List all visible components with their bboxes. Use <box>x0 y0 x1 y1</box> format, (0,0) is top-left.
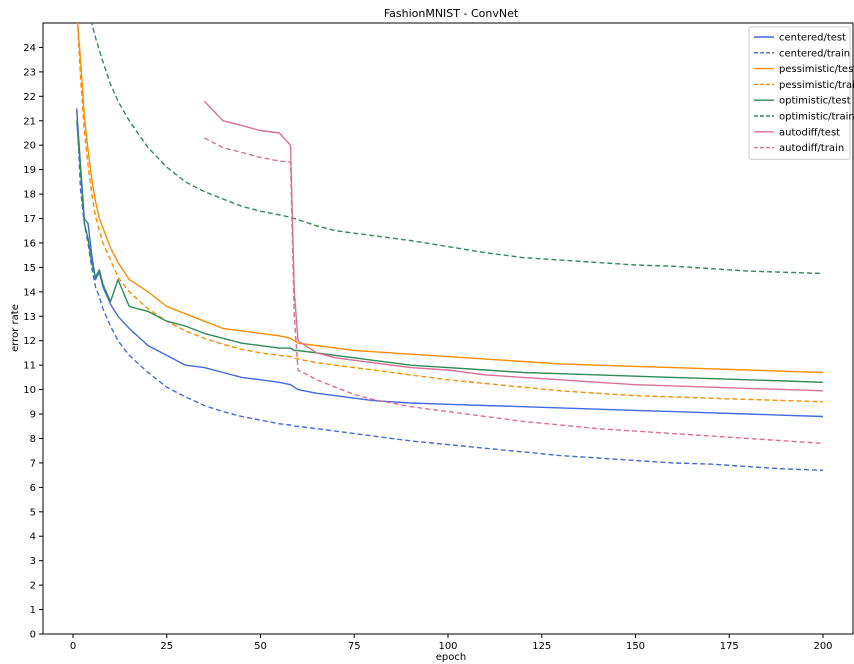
legend-label: centered/train <box>779 48 850 59</box>
series-line-centered-train <box>76 108 824 471</box>
series-line-autodiff-train <box>203 137 824 445</box>
x-tick-label: 200 <box>813 641 832 652</box>
chart-title: FashionMNIST - ConvNet <box>384 7 519 20</box>
series-line-autodiff-test <box>203 100 824 392</box>
series-line-pessimistic-test <box>77 23 824 374</box>
legend: centered/test centered/train pessimistic/t… <box>748 26 854 160</box>
x-tick-label: 125 <box>532 641 551 652</box>
y-tick-label: 21 <box>23 116 36 127</box>
y-tick-label: 13 <box>23 312 36 323</box>
y-tick-label: 19 <box>23 165 36 176</box>
legend-label: pessimistic/test <box>779 64 854 75</box>
y-tick-label: 18 <box>23 190 36 201</box>
x-tick-label: 100 <box>438 641 457 652</box>
legend-label: optimistic/test <box>779 96 851 107</box>
y-tick-label: 4 <box>30 532 36 543</box>
x-tick-label: 175 <box>720 641 739 652</box>
legend-label: optimistic/train <box>779 112 854 123</box>
y-tick-label: 22 <box>23 92 36 103</box>
x-axis-label: epoch <box>436 652 466 663</box>
y-tick-label: 15 <box>23 263 36 274</box>
y-tick-label: 3 <box>30 556 36 567</box>
y-tick-label: 9 <box>30 410 36 421</box>
y-tick-label: 5 <box>30 507 36 518</box>
y-tick-label: 1 <box>30 605 36 616</box>
series-line-pessimistic-train <box>76 23 824 403</box>
y-tick-label: 10 <box>23 385 36 396</box>
y-tick-label: 24 <box>23 43 36 54</box>
y-tick-label: 8 <box>30 434 36 445</box>
x-tick-label: 50 <box>254 641 267 652</box>
series-line-optimistic-train <box>91 23 824 275</box>
y-tick-label: 16 <box>23 238 36 249</box>
legend-label: autodiff/train <box>779 143 844 154</box>
plot-frame <box>42 22 854 635</box>
y-tick-label: 20 <box>23 141 36 152</box>
y-tick-label: 12 <box>23 336 36 347</box>
y-tick-label: 14 <box>23 287 36 298</box>
y-tick-label: 11 <box>23 361 36 372</box>
series-layer <box>76 23 824 471</box>
x-tick-label: 150 <box>626 641 645 652</box>
legend-box <box>748 26 851 160</box>
axes-layer: 0 25 50 75 100 125 150 175 200012345678910111213… <box>23 43 832 652</box>
legend-label: centered/test <box>779 33 846 44</box>
y-tick-label: 2 <box>30 581 36 592</box>
y-tick-label: 6 <box>30 483 36 494</box>
y-axis-label: error rate <box>10 304 21 352</box>
x-tick-label: 25 <box>160 641 173 652</box>
y-tick-label: 0 <box>30 630 36 641</box>
y-tick-label: 23 <box>23 67 36 78</box>
y-tick-label: 7 <box>30 458 36 469</box>
x-tick-label: 75 <box>348 641 361 652</box>
legend-label: autodiff/test <box>779 127 840 138</box>
x-tick-label: 0 <box>70 641 76 652</box>
series-line-optimistic-test <box>76 120 824 383</box>
legend-label: pessimistic/train <box>779 80 854 91</box>
y-tick-label: 17 <box>23 214 36 225</box>
